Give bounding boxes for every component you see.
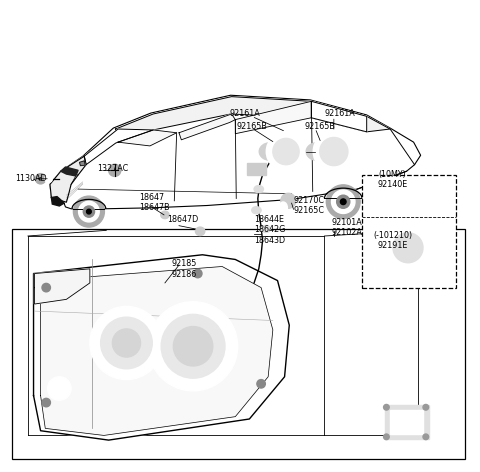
Polygon shape bbox=[34, 255, 289, 440]
Circle shape bbox=[326, 185, 360, 219]
Circle shape bbox=[42, 283, 50, 292]
Ellipse shape bbox=[161, 211, 169, 219]
Circle shape bbox=[42, 398, 50, 407]
Polygon shape bbox=[61, 167, 78, 176]
Circle shape bbox=[193, 270, 202, 278]
Circle shape bbox=[423, 405, 429, 410]
Circle shape bbox=[45, 175, 52, 183]
Circle shape bbox=[101, 317, 152, 369]
Polygon shape bbox=[84, 129, 153, 165]
Polygon shape bbox=[312, 101, 367, 132]
Bar bbox=[390, 410, 423, 434]
Circle shape bbox=[148, 302, 238, 391]
Text: 1130AD: 1130AD bbox=[15, 174, 47, 183]
Circle shape bbox=[73, 196, 104, 227]
Bar bbox=[362, 175, 456, 287]
Polygon shape bbox=[116, 97, 390, 142]
Circle shape bbox=[161, 314, 225, 378]
Text: (-101210)
92191E: (-101210) 92191E bbox=[373, 231, 412, 250]
Circle shape bbox=[90, 306, 163, 379]
Polygon shape bbox=[179, 114, 235, 140]
Circle shape bbox=[387, 227, 429, 269]
Circle shape bbox=[108, 164, 121, 177]
Circle shape bbox=[313, 131, 355, 172]
Text: 18647D: 18647D bbox=[167, 215, 199, 224]
Bar bbox=[384, 405, 429, 438]
Bar bbox=[12, 229, 465, 459]
Circle shape bbox=[112, 329, 141, 357]
Ellipse shape bbox=[252, 207, 261, 214]
Text: (10MY)
92140E: (10MY) 92140E bbox=[377, 170, 408, 189]
Text: 18644E
18642G
18643D: 18644E 18642G 18643D bbox=[254, 215, 286, 245]
Polygon shape bbox=[80, 161, 85, 166]
Text: 92101A
92102A: 92101A 92102A bbox=[332, 218, 362, 237]
Circle shape bbox=[384, 405, 389, 410]
Circle shape bbox=[36, 174, 46, 184]
Text: 1327AC: 1327AC bbox=[97, 164, 128, 173]
Circle shape bbox=[332, 190, 355, 213]
Circle shape bbox=[340, 199, 346, 204]
Ellipse shape bbox=[254, 185, 264, 193]
Circle shape bbox=[257, 379, 265, 388]
Bar bbox=[247, 163, 266, 175]
Ellipse shape bbox=[259, 143, 282, 160]
Polygon shape bbox=[51, 196, 64, 206]
Text: 92165B: 92165B bbox=[237, 122, 267, 131]
Ellipse shape bbox=[195, 227, 205, 236]
Bar bbox=[247, 163, 266, 175]
Polygon shape bbox=[50, 156, 86, 202]
Text: 92161A: 92161A bbox=[229, 109, 260, 118]
Circle shape bbox=[48, 377, 71, 400]
Polygon shape bbox=[41, 267, 273, 435]
Text: 92185
92186: 92185 92186 bbox=[171, 259, 196, 278]
Polygon shape bbox=[235, 101, 312, 134]
Bar bbox=[390, 410, 423, 434]
Circle shape bbox=[266, 132, 306, 171]
Circle shape bbox=[273, 138, 299, 165]
Circle shape bbox=[83, 206, 95, 217]
Circle shape bbox=[173, 327, 213, 366]
Circle shape bbox=[86, 209, 91, 214]
Text: 92170C
92165C: 92170C 92165C bbox=[293, 196, 324, 215]
Circle shape bbox=[384, 434, 389, 439]
Ellipse shape bbox=[261, 226, 271, 233]
Ellipse shape bbox=[279, 202, 288, 214]
Circle shape bbox=[336, 195, 350, 208]
Text: 92165B: 92165B bbox=[305, 122, 336, 131]
Polygon shape bbox=[35, 269, 90, 304]
Circle shape bbox=[281, 194, 296, 208]
Polygon shape bbox=[118, 130, 177, 146]
Ellipse shape bbox=[306, 143, 329, 160]
Text: 92161A: 92161A bbox=[324, 109, 355, 118]
Bar bbox=[384, 405, 429, 438]
Circle shape bbox=[423, 434, 429, 439]
Polygon shape bbox=[50, 95, 420, 210]
Circle shape bbox=[320, 137, 348, 166]
Circle shape bbox=[79, 201, 99, 222]
Text: 18647
18647B: 18647 18647B bbox=[139, 193, 170, 212]
Circle shape bbox=[393, 233, 423, 263]
